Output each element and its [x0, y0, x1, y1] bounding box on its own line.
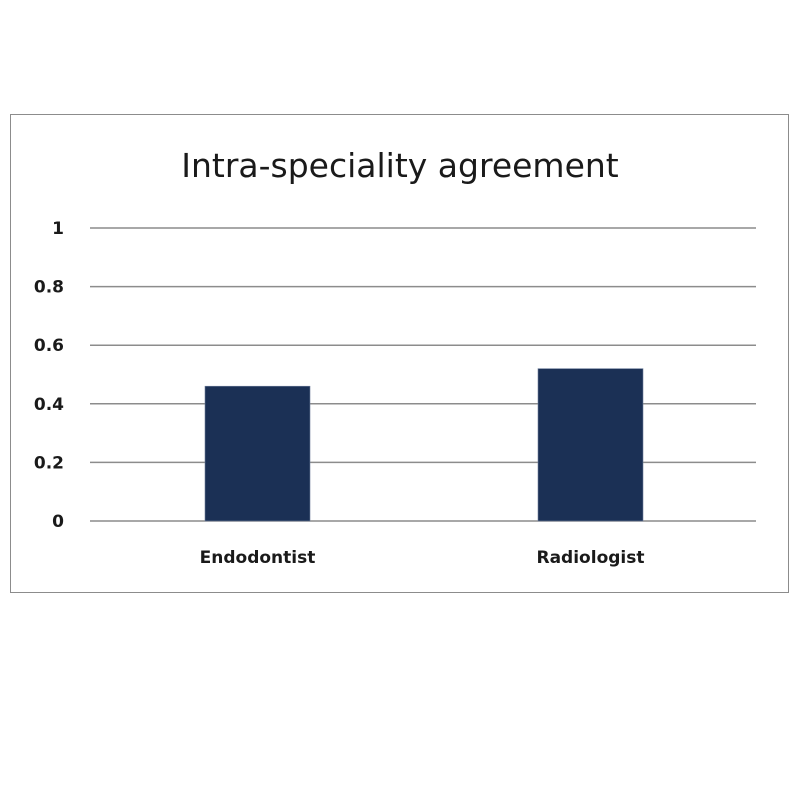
x-axis-labels: Endodontist Radiologist [200, 548, 645, 568]
bar-radiologist [537, 368, 644, 522]
x-category-label: Radiologist [537, 548, 645, 568]
y-tick-label: 0.8 [34, 278, 64, 298]
y-tick-label: 0.4 [34, 395, 64, 415]
y-tick-label: 0 [52, 512, 64, 532]
chart-title: Intra-speciality agreement [181, 146, 619, 185]
y-tick-label: 0.6 [34, 336, 64, 356]
x-category-label: Endodontist [200, 548, 316, 568]
gridlines [90, 227, 756, 522]
chart-frame [10, 114, 789, 593]
y-axis-ticks: 0 0.2 0.4 0.6 0.8 1 [34, 219, 64, 532]
bar-endodontist [204, 385, 311, 522]
y-tick-label: 0.2 [34, 453, 64, 473]
y-tick-label: 1 [52, 219, 64, 239]
bars [204, 368, 644, 522]
